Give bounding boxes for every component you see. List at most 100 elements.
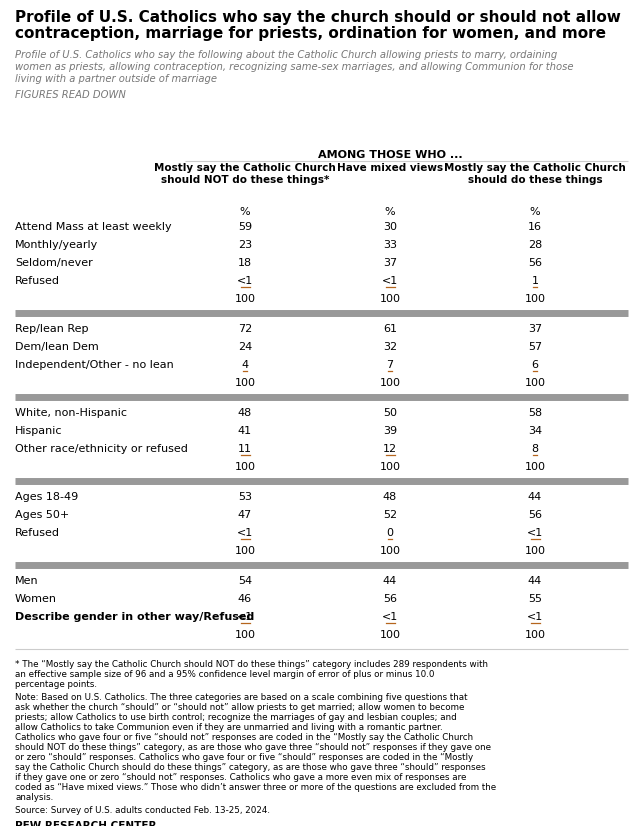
- Text: %: %: [385, 207, 396, 217]
- Text: 100: 100: [380, 378, 401, 388]
- Text: 33: 33: [383, 240, 397, 250]
- Text: 28: 28: [528, 240, 542, 250]
- Text: 59: 59: [238, 222, 252, 232]
- Text: 100: 100: [234, 378, 255, 388]
- Text: Note: Based on U.S. Catholics. The three categories are based on a scale combini: Note: Based on U.S. Catholics. The three…: [15, 693, 467, 702]
- Text: <1: <1: [382, 612, 398, 622]
- Text: 0: 0: [387, 528, 394, 538]
- Text: Independent/Other - no lean: Independent/Other - no lean: [15, 360, 173, 370]
- Text: 46: 46: [238, 594, 252, 604]
- Text: 32: 32: [383, 342, 397, 352]
- Text: 48: 48: [383, 492, 397, 502]
- Text: 34: 34: [528, 426, 542, 436]
- Text: Other race/ethnicity or refused: Other race/ethnicity or refused: [15, 444, 188, 454]
- Text: Refused: Refused: [15, 276, 60, 286]
- Text: Mostly say the Catholic Church
should NOT do these things*: Mostly say the Catholic Church should NO…: [154, 163, 336, 185]
- Text: 61: 61: [383, 324, 397, 334]
- Text: 47: 47: [238, 510, 252, 520]
- Text: 44: 44: [528, 492, 542, 502]
- Text: 11: 11: [238, 444, 252, 454]
- Text: 41: 41: [238, 426, 252, 436]
- Text: <1: <1: [382, 276, 398, 286]
- Text: 44: 44: [528, 576, 542, 586]
- Text: 57: 57: [528, 342, 542, 352]
- Text: PEW RESEARCH CENTER: PEW RESEARCH CENTER: [15, 821, 157, 826]
- Text: Catholics who gave four or five “should not” responses are coded in the “Mostly : Catholics who gave four or five “should …: [15, 733, 473, 742]
- Text: ask whether the church “should” or “should not” allow priests to get married; al: ask whether the church “should” or “shou…: [15, 703, 465, 712]
- Text: 50: 50: [383, 408, 397, 418]
- Text: 100: 100: [380, 630, 401, 640]
- Text: 72: 72: [238, 324, 252, 334]
- Text: analysis.: analysis.: [15, 793, 53, 802]
- Text: 100: 100: [234, 630, 255, 640]
- Text: 100: 100: [234, 462, 255, 472]
- Text: Monthly/yearly: Monthly/yearly: [15, 240, 99, 250]
- Text: AMONG THOSE WHO ...: AMONG THOSE WHO ...: [317, 150, 462, 160]
- Text: Ages 18-49: Ages 18-49: [15, 492, 78, 502]
- Text: White, non-Hispanic: White, non-Hispanic: [15, 408, 127, 418]
- Text: Profile of U.S. Catholics who say the following about the Catholic Church allowi: Profile of U.S. Catholics who say the fo…: [15, 50, 557, 60]
- Text: * The “Mostly say the Catholic Church should NOT do these things” category inclu: * The “Mostly say the Catholic Church sh…: [15, 660, 488, 669]
- Text: 48: 48: [238, 408, 252, 418]
- Text: Seldom/never: Seldom/never: [15, 258, 93, 268]
- Text: 100: 100: [525, 294, 545, 304]
- Text: FIGURES READ DOWN: FIGURES READ DOWN: [15, 90, 126, 100]
- Text: 53: 53: [238, 492, 252, 502]
- Text: 6: 6: [531, 360, 538, 370]
- Text: say the Catholic Church should do these things” category, as are those who gave : say the Catholic Church should do these …: [15, 763, 486, 772]
- Text: 100: 100: [234, 546, 255, 556]
- Text: 56: 56: [528, 258, 542, 268]
- Text: 4: 4: [241, 360, 248, 370]
- Text: 52: 52: [383, 510, 397, 520]
- Text: priests; allow Catholics to use birth control; recognize the marriages of gay an: priests; allow Catholics to use birth co…: [15, 713, 457, 722]
- Text: 100: 100: [380, 546, 401, 556]
- Text: or zero “should” responses. Catholics who gave four or five “should” responses a: or zero “should” responses. Catholics wh…: [15, 753, 473, 762]
- Text: 58: 58: [528, 408, 542, 418]
- Text: <1: <1: [237, 612, 253, 622]
- Text: an effective sample size of 96 and a 95% confidence level margin of error of plu: an effective sample size of 96 and a 95%…: [15, 670, 435, 679]
- Text: living with a partner outside of marriage: living with a partner outside of marriag…: [15, 74, 217, 84]
- Text: Mostly say the Catholic Church
should do these things: Mostly say the Catholic Church should do…: [444, 163, 626, 185]
- Text: <1: <1: [237, 528, 253, 538]
- Text: 8: 8: [531, 444, 539, 454]
- Text: 100: 100: [525, 546, 545, 556]
- Text: <1: <1: [527, 612, 543, 622]
- Text: Describe gender in other way/Refused: Describe gender in other way/Refused: [15, 612, 254, 622]
- Text: 7: 7: [387, 360, 394, 370]
- Text: %: %: [240, 207, 250, 217]
- Text: <1: <1: [527, 528, 543, 538]
- Text: percentage points.: percentage points.: [15, 680, 97, 689]
- Text: should NOT do these things” category, as are those who gave three “should not” r: should NOT do these things” category, as…: [15, 743, 491, 752]
- Text: <1: <1: [237, 276, 253, 286]
- Text: 30: 30: [383, 222, 397, 232]
- Text: 56: 56: [383, 594, 397, 604]
- Text: 18: 18: [238, 258, 252, 268]
- Text: Refused: Refused: [15, 528, 60, 538]
- Text: 54: 54: [238, 576, 252, 586]
- Text: contraception, marriage for priests, ordination for women, and more: contraception, marriage for priests, ord…: [15, 26, 606, 41]
- Text: Have mixed views: Have mixed views: [337, 163, 443, 173]
- Text: 44: 44: [383, 576, 397, 586]
- Text: 23: 23: [238, 240, 252, 250]
- Text: %: %: [530, 207, 540, 217]
- Text: Hispanic: Hispanic: [15, 426, 63, 436]
- Text: coded as “Have mixed views.” Those who didn’t answer three or more of the questi: coded as “Have mixed views.” Those who d…: [15, 783, 496, 792]
- Text: Men: Men: [15, 576, 38, 586]
- Text: Rep/lean Rep: Rep/lean Rep: [15, 324, 88, 334]
- Text: 100: 100: [234, 294, 255, 304]
- Text: 100: 100: [380, 294, 401, 304]
- Text: if they gave one or zero “should not” responses. Catholics who gave a more even : if they gave one or zero “should not” re…: [15, 773, 467, 782]
- Text: 100: 100: [525, 462, 545, 472]
- Text: 37: 37: [528, 324, 542, 334]
- Text: 16: 16: [528, 222, 542, 232]
- Text: 55: 55: [528, 594, 542, 604]
- Text: Ages 50+: Ages 50+: [15, 510, 69, 520]
- Text: Profile of U.S. Catholics who say the church should or should not allow: Profile of U.S. Catholics who say the ch…: [15, 10, 621, 25]
- Text: 24: 24: [238, 342, 252, 352]
- Text: 100: 100: [525, 378, 545, 388]
- Text: 100: 100: [380, 462, 401, 472]
- Text: 56: 56: [528, 510, 542, 520]
- Text: women as priests, allowing contraception, recognizing same-sex marriages, and al: women as priests, allowing contraception…: [15, 62, 573, 72]
- Text: 37: 37: [383, 258, 397, 268]
- Text: 39: 39: [383, 426, 397, 436]
